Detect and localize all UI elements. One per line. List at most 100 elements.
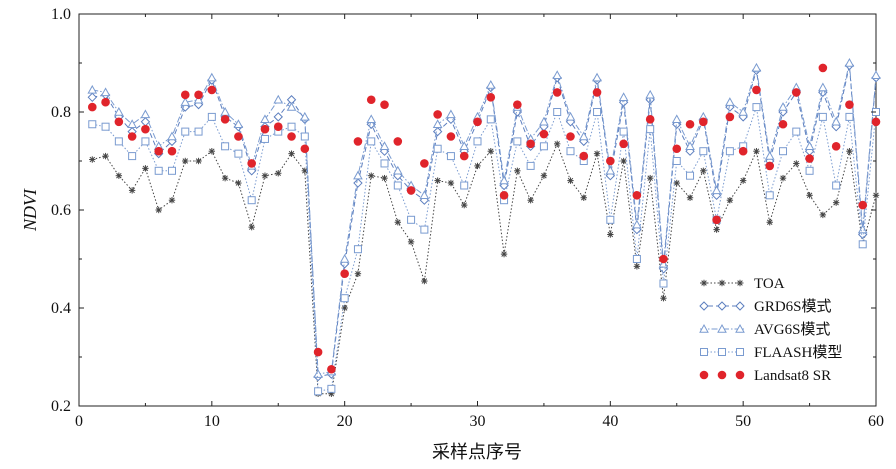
data-point <box>380 159 389 168</box>
data-point <box>299 111 310 121</box>
data-point <box>540 172 548 179</box>
data-point <box>832 181 841 190</box>
legend-marker <box>735 301 745 311</box>
data-point <box>818 82 828 92</box>
data-point <box>142 165 149 172</box>
data-point <box>114 117 124 127</box>
data-point <box>367 137 376 146</box>
data-point <box>831 116 841 126</box>
data-point <box>300 132 309 141</box>
data-point <box>593 108 602 116</box>
x-tick-label: 10 <box>204 413 220 430</box>
legend-marker <box>736 279 744 287</box>
data-point <box>154 146 163 156</box>
data-point <box>406 186 416 195</box>
data-point <box>446 152 455 161</box>
data-point <box>273 122 283 131</box>
data-point <box>527 197 534 204</box>
data-point <box>474 162 481 170</box>
data-point <box>632 255 641 263</box>
legend-item: Landsat8 SR <box>699 368 831 384</box>
data-point <box>526 161 535 170</box>
data-point <box>633 263 641 270</box>
data-point <box>739 177 747 184</box>
y-tick-label: 0.2 <box>51 398 71 415</box>
data-point <box>354 270 362 277</box>
series-4 <box>87 63 881 374</box>
data-point <box>605 165 616 175</box>
data-point <box>327 364 336 374</box>
data-point <box>700 167 707 174</box>
data-point <box>804 141 815 150</box>
data-point <box>766 219 773 226</box>
data-point <box>460 181 469 190</box>
data-point <box>234 149 243 158</box>
data-point <box>539 142 548 151</box>
data-point <box>433 144 442 153</box>
legend-label: Landsat8 SR <box>754 368 831 384</box>
data-point <box>353 170 363 180</box>
series-line <box>92 65 877 378</box>
legend-label: TOA <box>754 276 785 292</box>
data-point <box>646 174 654 182</box>
data-point <box>394 219 401 226</box>
x-tick-label: 40 <box>602 413 618 430</box>
data-point <box>752 103 761 112</box>
data-point <box>858 200 868 210</box>
data-point <box>459 151 469 161</box>
data-point <box>486 115 495 124</box>
legend-label: FLAASH模型 <box>754 344 842 361</box>
data-point <box>313 369 323 378</box>
data-point <box>366 114 377 124</box>
data-point <box>725 97 735 106</box>
legend-item: AVG6S模式 <box>699 321 830 338</box>
data-point <box>858 240 867 249</box>
data-point <box>712 215 721 225</box>
data-point <box>552 70 563 79</box>
data-point <box>646 125 655 134</box>
data-point <box>379 141 390 150</box>
data-point <box>341 304 348 312</box>
data-point <box>486 93 496 102</box>
data-point <box>580 194 587 201</box>
series-3 <box>88 103 880 396</box>
legend-marker <box>735 323 745 333</box>
data-point <box>779 147 788 156</box>
data-point <box>673 179 680 187</box>
legend-marker <box>718 279 726 287</box>
data-point <box>87 102 97 112</box>
data-point <box>725 147 734 156</box>
data-point <box>607 231 614 238</box>
data-point <box>300 144 310 154</box>
x-tick-label: 0 <box>75 413 83 430</box>
data-point <box>514 167 521 174</box>
legend-marker <box>717 301 727 311</box>
data-point <box>260 114 270 124</box>
data-point <box>832 199 840 206</box>
data-point <box>620 157 627 165</box>
data-point <box>526 139 535 149</box>
data-point <box>645 115 655 124</box>
data-point <box>273 112 283 122</box>
data-point <box>513 100 522 109</box>
data-point <box>101 122 110 131</box>
data-point <box>140 109 151 119</box>
data-point <box>141 124 150 134</box>
data-point <box>167 146 177 156</box>
data-point <box>499 191 509 200</box>
data-point <box>857 224 868 234</box>
data-point <box>180 90 190 100</box>
data-point <box>407 238 415 246</box>
data-point <box>168 197 176 204</box>
x-tick-label: 50 <box>735 413 751 430</box>
legend-item: FLAASH模型 <box>700 344 842 361</box>
data-point <box>751 62 762 72</box>
data-point <box>273 94 284 104</box>
series-line <box>92 62 877 375</box>
legend-item: TOA <box>700 276 785 292</box>
data-point <box>87 84 98 94</box>
data-point <box>155 206 162 214</box>
data-point <box>127 119 137 128</box>
data-point <box>871 70 881 79</box>
